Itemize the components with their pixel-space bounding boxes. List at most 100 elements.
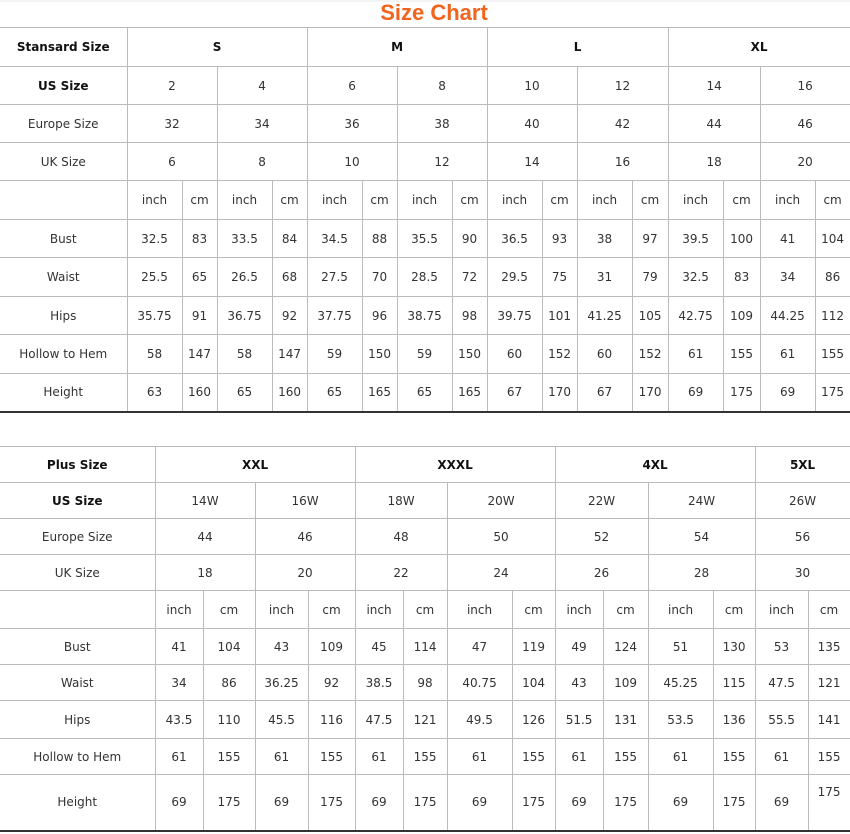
size-value: 16W (254, 482, 356, 519)
row-label: US Size (0, 482, 156, 519)
size-value: 48 (354, 518, 448, 555)
measurement-value: 60 (576, 334, 633, 374)
size-group: 4XL (554, 446, 756, 483)
size-group: XL (667, 27, 850, 67)
measurement-row: Height 69 175 69 175 69 175 69 175 69 175 69 175 69 17… (0, 774, 850, 832)
measurement-value: 155 (722, 334, 761, 374)
measurement-value: 55.5 (754, 700, 809, 739)
size-value: 2 (126, 66, 218, 105)
measurement-value: 61 (554, 738, 604, 775)
size-value: 20 (759, 142, 850, 181)
size-value: 44 (667, 104, 761, 143)
measurement-value: 36.5 (486, 219, 543, 258)
measurement-value: 109 (602, 664, 649, 701)
size-value: 16 (576, 142, 669, 181)
page-title: Size Chart (380, 0, 488, 25)
measurement-value: 105 (631, 296, 669, 335)
measurement-value: 31 (576, 257, 633, 297)
size-group-row: Stansard Size S M L XL (0, 27, 850, 67)
measurement-value: 42.75 (667, 296, 724, 335)
measurement-value: 175 (814, 373, 850, 413)
measurement-value: 109 (722, 296, 761, 335)
measurement-value: 170 (541, 373, 578, 413)
measurement-value: 35.5 (396, 219, 453, 258)
measurement-row: Hips 35.75 91 36.75 92 37.75 96 38.75 98 39.75 101… (0, 296, 850, 335)
size-value: 18 (667, 142, 761, 181)
measurement-value: 165 (451, 373, 488, 413)
size-group: 5XL (754, 446, 850, 483)
measurement-value: 175 (602, 774, 649, 832)
measurement-value: 160 (271, 373, 308, 413)
size-value: 14 (486, 142, 578, 181)
measurement-value: 147 (181, 334, 218, 374)
unit-inch: inch (396, 180, 453, 220)
measurement-value: 47.5 (354, 700, 404, 739)
measurement-value: 36.75 (216, 296, 273, 335)
europe-size-row: Europe Size 44 46 48 50 52 54 56 (0, 518, 850, 555)
measurement-value: 34 (759, 257, 816, 297)
unit-inch: inch (216, 180, 273, 220)
row-label: US Size (0, 66, 128, 105)
measurement-value: 61 (354, 738, 404, 775)
measurement-value: 90 (451, 219, 488, 258)
row-label: Europe Size (0, 518, 156, 555)
measurement-value: 58 (216, 334, 273, 374)
size-value: 10 (486, 66, 578, 105)
measurement-value: 49 (554, 628, 604, 665)
plus-size-table: Plus Size XXL XXXL 4XL 5XL US Size 14W 16W 18W 20… (0, 446, 850, 832)
unit-inch: inch (354, 590, 404, 629)
size-value: 22 (354, 554, 448, 591)
size-value: 40 (486, 104, 578, 143)
measurement-value: 79 (631, 257, 669, 297)
measurement-row: Hips 43.5 110 45.5 116 47.5 121 49.5 126 51.5 131 5… (0, 700, 850, 739)
measurement-value: 43.5 (154, 700, 204, 739)
size-group: M (306, 27, 488, 67)
europe-size-row: Europe Size 32 34 36 38 40 42 44 46 (0, 104, 850, 143)
measurement-value: 152 (541, 334, 578, 374)
measurement-value: 36.25 (254, 664, 309, 701)
unit-cm: cm (307, 590, 356, 629)
measurement-value: 150 (451, 334, 488, 374)
row-label: Bust (0, 219, 128, 258)
measurement-value: 37.75 (306, 296, 363, 335)
standard-size-table: Stansard Size S M L XL US Size 2 4 6 8 10 12 14 16 Eur… (0, 27, 850, 413)
measurement-value: 29.5 (486, 257, 543, 297)
measurement-value: 155 (712, 738, 756, 775)
unit-cm: cm (451, 180, 488, 220)
measurement-value: 40.75 (446, 664, 513, 701)
unit-cm: cm (807, 590, 850, 629)
unit-inch: inch (254, 590, 309, 629)
size-value: 24 (446, 554, 556, 591)
measurement-value: 41.25 (576, 296, 633, 335)
measurement-value: 92 (307, 664, 356, 701)
measurement-value: 60 (486, 334, 543, 374)
unit-cm: cm (402, 590, 448, 629)
measurement-value: 69 (667, 373, 724, 413)
row-label: Hollow to Hem (0, 738, 156, 775)
unit-inch: inch (446, 590, 513, 629)
measurement-value: 45.25 (647, 664, 714, 701)
top-strip (0, 0, 850, 2)
size-value: 20 (254, 554, 356, 591)
units-row: inch cm inch cm inch cm inch cm inch cm inch cm inch… (0, 180, 850, 220)
row-label: Waist (0, 664, 156, 701)
measurement-value: 69 (759, 373, 816, 413)
size-value: 52 (554, 518, 649, 555)
measurement-value: 25.5 (126, 257, 183, 297)
measurement-value: 104 (202, 628, 256, 665)
measurement-value: 86 (202, 664, 256, 701)
measurement-value: 98 (402, 664, 448, 701)
size-value: 20W (446, 482, 556, 519)
measurement-value: 33.5 (216, 219, 273, 258)
size-value: 32 (126, 104, 218, 143)
measurement-value: 100 (722, 219, 761, 258)
size-value: 6 (126, 142, 218, 181)
size-value: 34 (216, 104, 308, 143)
measurement-value: 98 (451, 296, 488, 335)
measurement-value: 43 (254, 628, 309, 665)
size-value: 4 (216, 66, 308, 105)
measurement-value: 155 (402, 738, 448, 775)
measurement-value: 97 (631, 219, 669, 258)
measurement-value: 110 (202, 700, 256, 739)
unit-cm: cm (181, 180, 218, 220)
